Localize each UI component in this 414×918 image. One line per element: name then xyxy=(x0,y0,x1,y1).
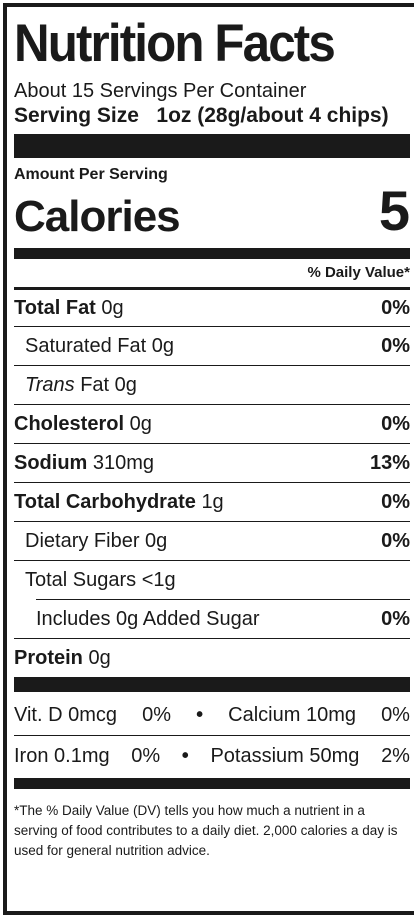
thick-divider xyxy=(14,134,410,158)
nutrient-label: Fat xyxy=(80,373,110,396)
nutrient-dv: 0% xyxy=(381,607,410,630)
thin-divider xyxy=(14,735,410,736)
nutrition-facts-label: Nutrition Facts About 15 Servings Per Co… xyxy=(3,3,414,915)
protein-row: Protein 0g xyxy=(14,638,410,677)
potassium-label: Potassium 50mg xyxy=(210,744,360,767)
iron-label: Iron 0.1mg xyxy=(14,744,110,767)
separator-dot: • xyxy=(181,744,189,767)
servings-per-container: About 15 Servings Per Container xyxy=(14,80,307,102)
nutrient-label: Saturated Fat xyxy=(25,334,147,357)
nutrient-amount: 0g xyxy=(151,334,174,357)
nutrient-label: Protein xyxy=(14,646,83,669)
nutrient-dv: 0% xyxy=(381,529,410,552)
nutrient-dv: 0% xyxy=(381,334,410,357)
calcium-dv: 0% xyxy=(381,704,410,726)
serving-size-label: Serving Size xyxy=(14,104,139,127)
nutrient-amount: 0g xyxy=(114,373,137,396)
medium-divider xyxy=(14,677,410,692)
saturated-fat-row: Saturated Fat 0g 0% xyxy=(14,326,410,365)
nutrient-label: Total Sugars xyxy=(25,568,137,591)
vitamin-row: Vit. D 0mcg 0% • Calcium 10mg 0% xyxy=(14,696,410,735)
total-sugars-row: Total Sugars <1g xyxy=(14,560,410,599)
total-carbohydrate-row: Total Carbohydrate 1g 0% xyxy=(14,482,410,521)
nutrient-label: Sodium xyxy=(14,451,88,474)
sodium-row: Sodium 310mg 13% xyxy=(14,443,410,482)
nutrient-dv: 0% xyxy=(381,490,410,513)
vit-d-dv: 0% xyxy=(142,704,171,726)
amount-per-serving: Amount Per Serving xyxy=(14,166,168,183)
calories-label: Calories xyxy=(14,192,181,241)
vit-d-label: Vit. D 0mcg xyxy=(14,704,117,726)
calories-row: Calories 5 xyxy=(14,179,410,242)
medium-divider xyxy=(14,778,410,789)
nutrient-label: Includes 0g Added Sugar xyxy=(36,607,260,630)
nutrient-label: Total Carbohydrate xyxy=(14,490,196,513)
serving-size-value: 1oz (28g/about 4 chips) xyxy=(156,104,389,127)
footnote: *The % Daily Value (DV) tells you how mu… xyxy=(14,803,398,858)
nutrient-label: Total Fat xyxy=(14,296,96,319)
nutrient-label-italic: Trans xyxy=(25,373,75,396)
nutrient-amount: 0g xyxy=(88,646,111,669)
trans-fat-row: Trans Fat 0g xyxy=(14,365,410,404)
added-sugar-row: Includes 0g Added Sugar 0% xyxy=(14,600,410,638)
total-fat-row: Total Fat 0g 0% xyxy=(14,287,410,326)
mineral-row: Iron 0.1mg 0% • Potassium 50mg 2% xyxy=(14,736,410,776)
calories-value: 5 xyxy=(378,179,410,242)
iron-dv: 0% xyxy=(131,744,161,767)
nutrient-label: Dietary Fiber xyxy=(25,529,140,552)
nutrient-amount: 0g xyxy=(101,296,124,319)
nutrient-amount: 0g xyxy=(129,412,152,435)
nutrient-amount: 310mg xyxy=(92,451,155,474)
medium-divider xyxy=(14,248,410,259)
serving-size: Serving Size 1oz (28g/about 4 chips) xyxy=(14,103,410,129)
nutrient-amount: 1g xyxy=(201,490,224,513)
label-title: Nutrition Facts xyxy=(14,14,336,73)
dietary-fiber-row: Dietary Fiber 0g 0% xyxy=(14,521,410,560)
nutrient-label: Cholesterol xyxy=(14,412,125,435)
daily-value-header: % Daily Value* xyxy=(307,264,410,281)
cholesterol-row: Cholesterol 0g 0% xyxy=(14,404,410,443)
nutrient-dv: 0% xyxy=(381,296,410,319)
calcium-label: Calcium 10mg xyxy=(228,704,356,726)
nutrient-dv: 0% xyxy=(381,412,410,435)
nutrient-amount: 0g xyxy=(145,529,168,552)
nutrient-amount: <1g xyxy=(141,568,176,591)
potassium-dv: 2% xyxy=(381,744,410,767)
sugars-divider xyxy=(36,599,410,600)
nutrient-dv: 13% xyxy=(369,451,410,474)
separator-dot: • xyxy=(196,704,204,726)
